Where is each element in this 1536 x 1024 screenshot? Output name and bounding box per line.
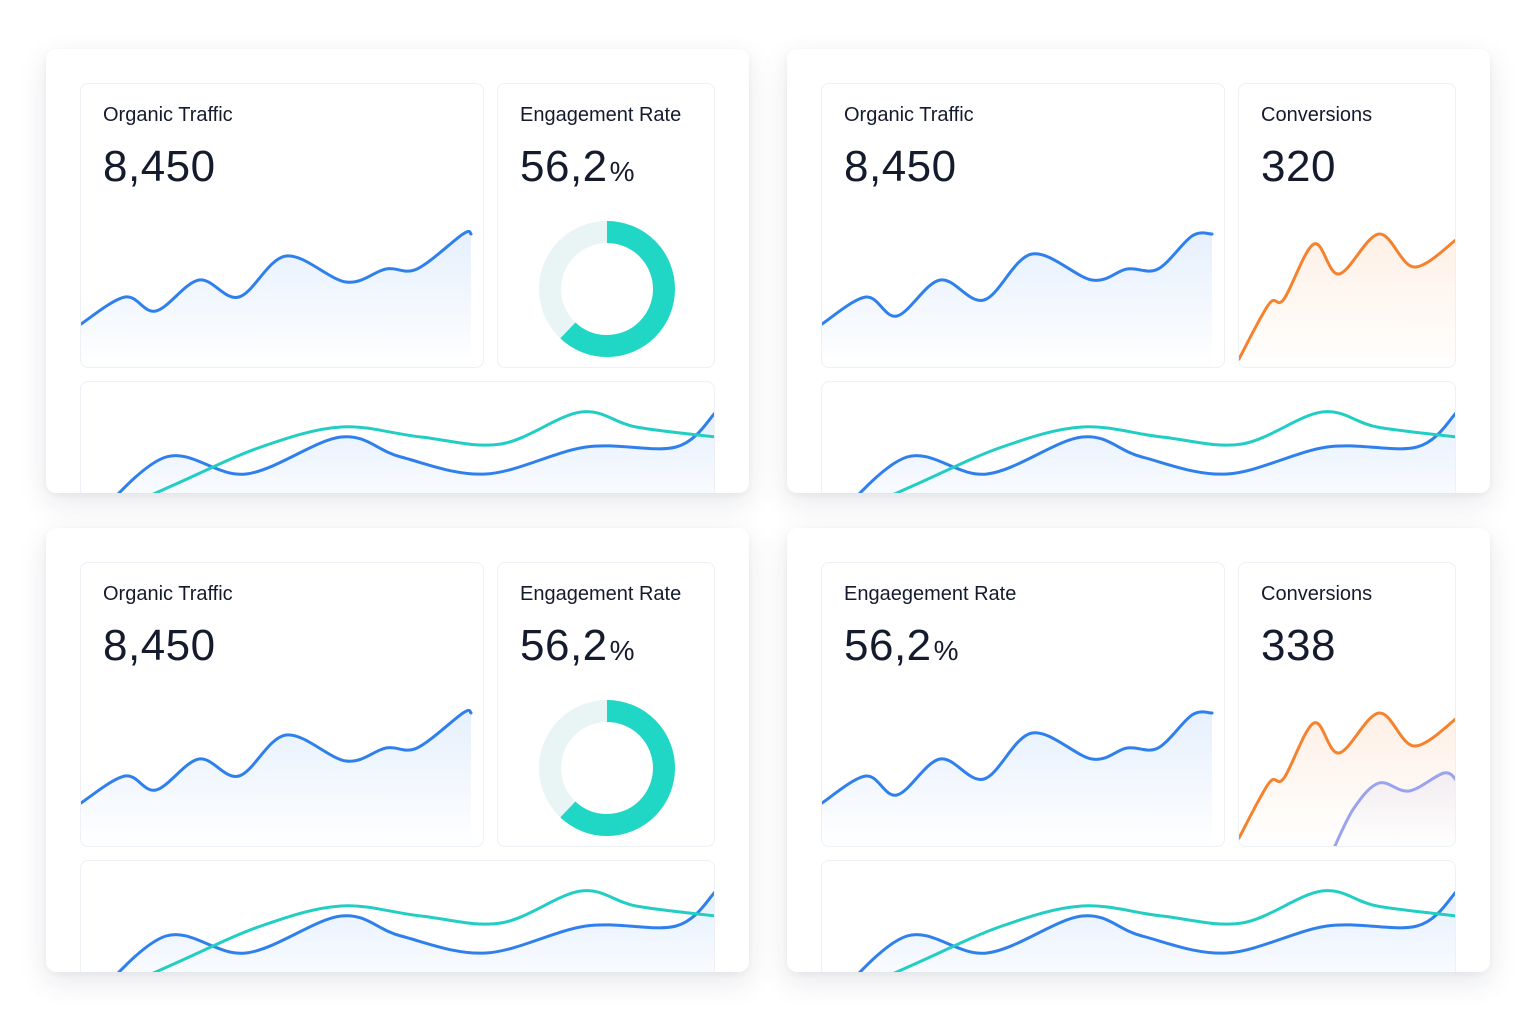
card-title: Conversions: [1261, 104, 1373, 126]
main-trend-line-area: [81, 710, 471, 846]
wide-trend-line-blue: [116, 890, 714, 972]
card-title: Engagement Rate: [520, 583, 682, 605]
wide-trend-line-blue: [116, 411, 714, 493]
conversions-sparkline: [1239, 711, 1455, 846]
main-trend-line-area: [822, 711, 1212, 846]
value-number: 320: [1261, 142, 1336, 191]
trend-comparison-card[interactable]: [821, 381, 1456, 493]
card-value: 338: [1261, 621, 1338, 671]
conversions-line-secondary-area: [1334, 772, 1455, 846]
organic-traffic-card[interactable]: Organic Traffic 8,450: [821, 83, 1225, 368]
value-number: 8,450: [844, 142, 957, 191]
organic-traffic-card[interactable]: Organic Traffic 8,450: [80, 562, 484, 847]
value-number: 8,450: [103, 621, 216, 670]
conversions-card[interactable]: Conversions 320: [1238, 83, 1456, 368]
card-title: Organic Traffic: [844, 104, 974, 126]
card-value: 8,450: [103, 142, 218, 192]
organic-traffic-sparkline: [822, 231, 1214, 367]
trend-comparison-chart: [116, 410, 714, 493]
value-number: 56,2: [520, 621, 608, 670]
card-title: Engagement Rate: [520, 104, 682, 126]
card-value: 8,450: [103, 621, 218, 671]
conversions-line-secondary: [1333, 771, 1455, 846]
conversions-line-area: [1239, 233, 1455, 367]
wide-trend-line-blue-area: [860, 414, 1455, 493]
organic-traffic-sparkline: [81, 708, 473, 846]
conversions-card[interactable]: Conversions 338: [1238, 562, 1456, 847]
wide-trend-line-blue-area: [119, 893, 714, 972]
trend-comparison-chart: [116, 889, 714, 972]
engagement-rate-card[interactable]: Engagement Rate 56,2%: [497, 83, 715, 368]
engagement-rate-card[interactable]: Engagement Rate 56,2%: [497, 562, 715, 847]
main-trend-line-area: [81, 231, 471, 367]
card-title: Organic Traffic: [103, 104, 233, 126]
main-trend-line: [81, 708, 473, 805]
trend-comparison-card[interactable]: [80, 381, 715, 493]
donut-value-arc: [539, 700, 675, 836]
value-number: 8,450: [103, 142, 216, 191]
conversions-line: [1239, 232, 1455, 361]
trend-comparison-chart: [857, 410, 1455, 493]
wide-trend-line-teal: [152, 410, 714, 493]
value-number: 338: [1261, 621, 1336, 670]
wide-trend-line-teal: [152, 889, 714, 972]
organic-traffic-sparkline: [81, 229, 473, 367]
wide-trend-line-teal: [893, 889, 1455, 972]
wide-trend-line-blue-area: [119, 414, 714, 493]
card-title: Conversions: [1261, 583, 1373, 605]
conversions-line: [1239, 711, 1455, 840]
donut-value-arc: [539, 221, 675, 357]
dashboard-panel-3: Organic Traffic 8,450 Engagement Rate 56…: [46, 528, 749, 972]
dashboard-panel-2: Organic Traffic 8,450 Conversions 320: [787, 49, 1490, 493]
engagement-rate-sparkline: [822, 710, 1214, 846]
wide-trend-line-blue: [857, 890, 1455, 972]
engagement-donut-chart: [539, 221, 675, 357]
card-title: Engaegement Rate: [844, 583, 1017, 605]
trend-comparison-chart: [857, 889, 1455, 972]
value-unit: %: [933, 635, 960, 666]
main-trend-line-area: [822, 232, 1212, 367]
trend-comparison-card[interactable]: [821, 860, 1456, 972]
card-value: 320: [1261, 142, 1338, 192]
card-value: 56,2%: [844, 621, 959, 671]
trend-comparison-card[interactable]: [80, 860, 715, 972]
dashboard-panel-4: Engaegement Rate 56,2% Conversions 338: [787, 528, 1490, 972]
value-unit: %: [609, 635, 636, 666]
wide-trend-line-blue-area: [860, 893, 1455, 972]
value-unit: %: [609, 156, 636, 187]
dashboard-panel-1: Organic Traffic 8,450 Engagement Rate 56…: [46, 49, 749, 493]
wide-trend-line-teal: [893, 410, 1455, 493]
main-trend-line: [822, 710, 1214, 805]
card-value: 56,2%: [520, 142, 635, 192]
conversions-sparkline: [1239, 232, 1455, 367]
main-trend-line: [822, 231, 1214, 326]
engagement-rate-card[interactable]: Engaegement Rate 56,2%: [821, 562, 1225, 847]
wide-trend-line-blue: [857, 411, 1455, 493]
card-value: 56,2%: [520, 621, 635, 671]
engagement-donut-chart: [539, 700, 675, 836]
value-number: 56,2: [520, 142, 608, 191]
organic-traffic-card[interactable]: Organic Traffic 8,450: [80, 83, 484, 368]
main-trend-line: [81, 229, 473, 326]
card-value: 8,450: [844, 142, 959, 192]
value-number: 56,2: [844, 621, 932, 670]
card-title: Organic Traffic: [103, 583, 233, 605]
